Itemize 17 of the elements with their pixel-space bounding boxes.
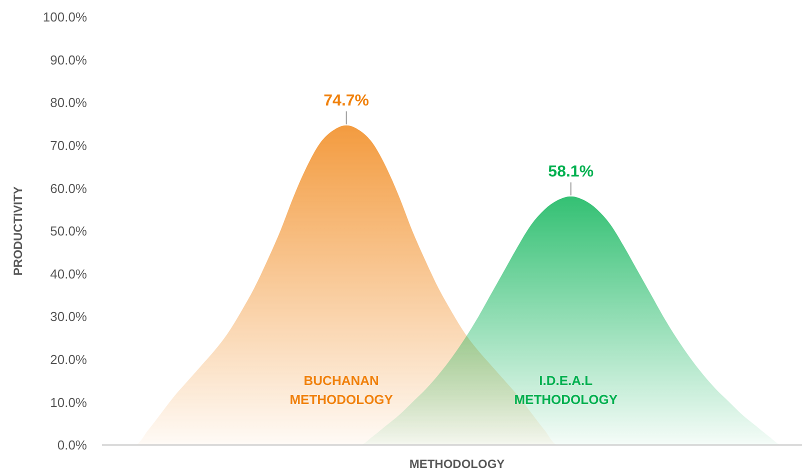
y-tick-label: 100.0% — [42, 10, 88, 25]
x-axis-title: METHODOLOGY — [409, 457, 505, 471]
y-axis-title: PRODUCTIVITY — [11, 186, 25, 276]
data-label: 58.1% — [548, 163, 594, 180]
y-tick-label: 0.0% — [57, 438, 88, 453]
series-label: BUCHANAN METHODOLOGY — [290, 373, 394, 407]
y-tick-label: 40.0% — [50, 266, 88, 282]
y-tick-label: 60.0% — [50, 180, 88, 196]
y-tick-label: 20.0% — [50, 352, 88, 367]
y-tick-label: 30.0% — [50, 309, 88, 324]
y-tick-label: 80.0% — [50, 95, 88, 110]
y-tick-label: 10.0% — [50, 394, 88, 410]
y-tick-label: 70.0% — [50, 138, 88, 153]
data-label: 74.7% — [324, 92, 370, 110]
y-tick-label: 50.0% — [50, 224, 88, 239]
series-label: I.D.E.A.L METHODOLOGY — [514, 373, 618, 407]
y-tick-label: 90.0% — [50, 52, 88, 68]
